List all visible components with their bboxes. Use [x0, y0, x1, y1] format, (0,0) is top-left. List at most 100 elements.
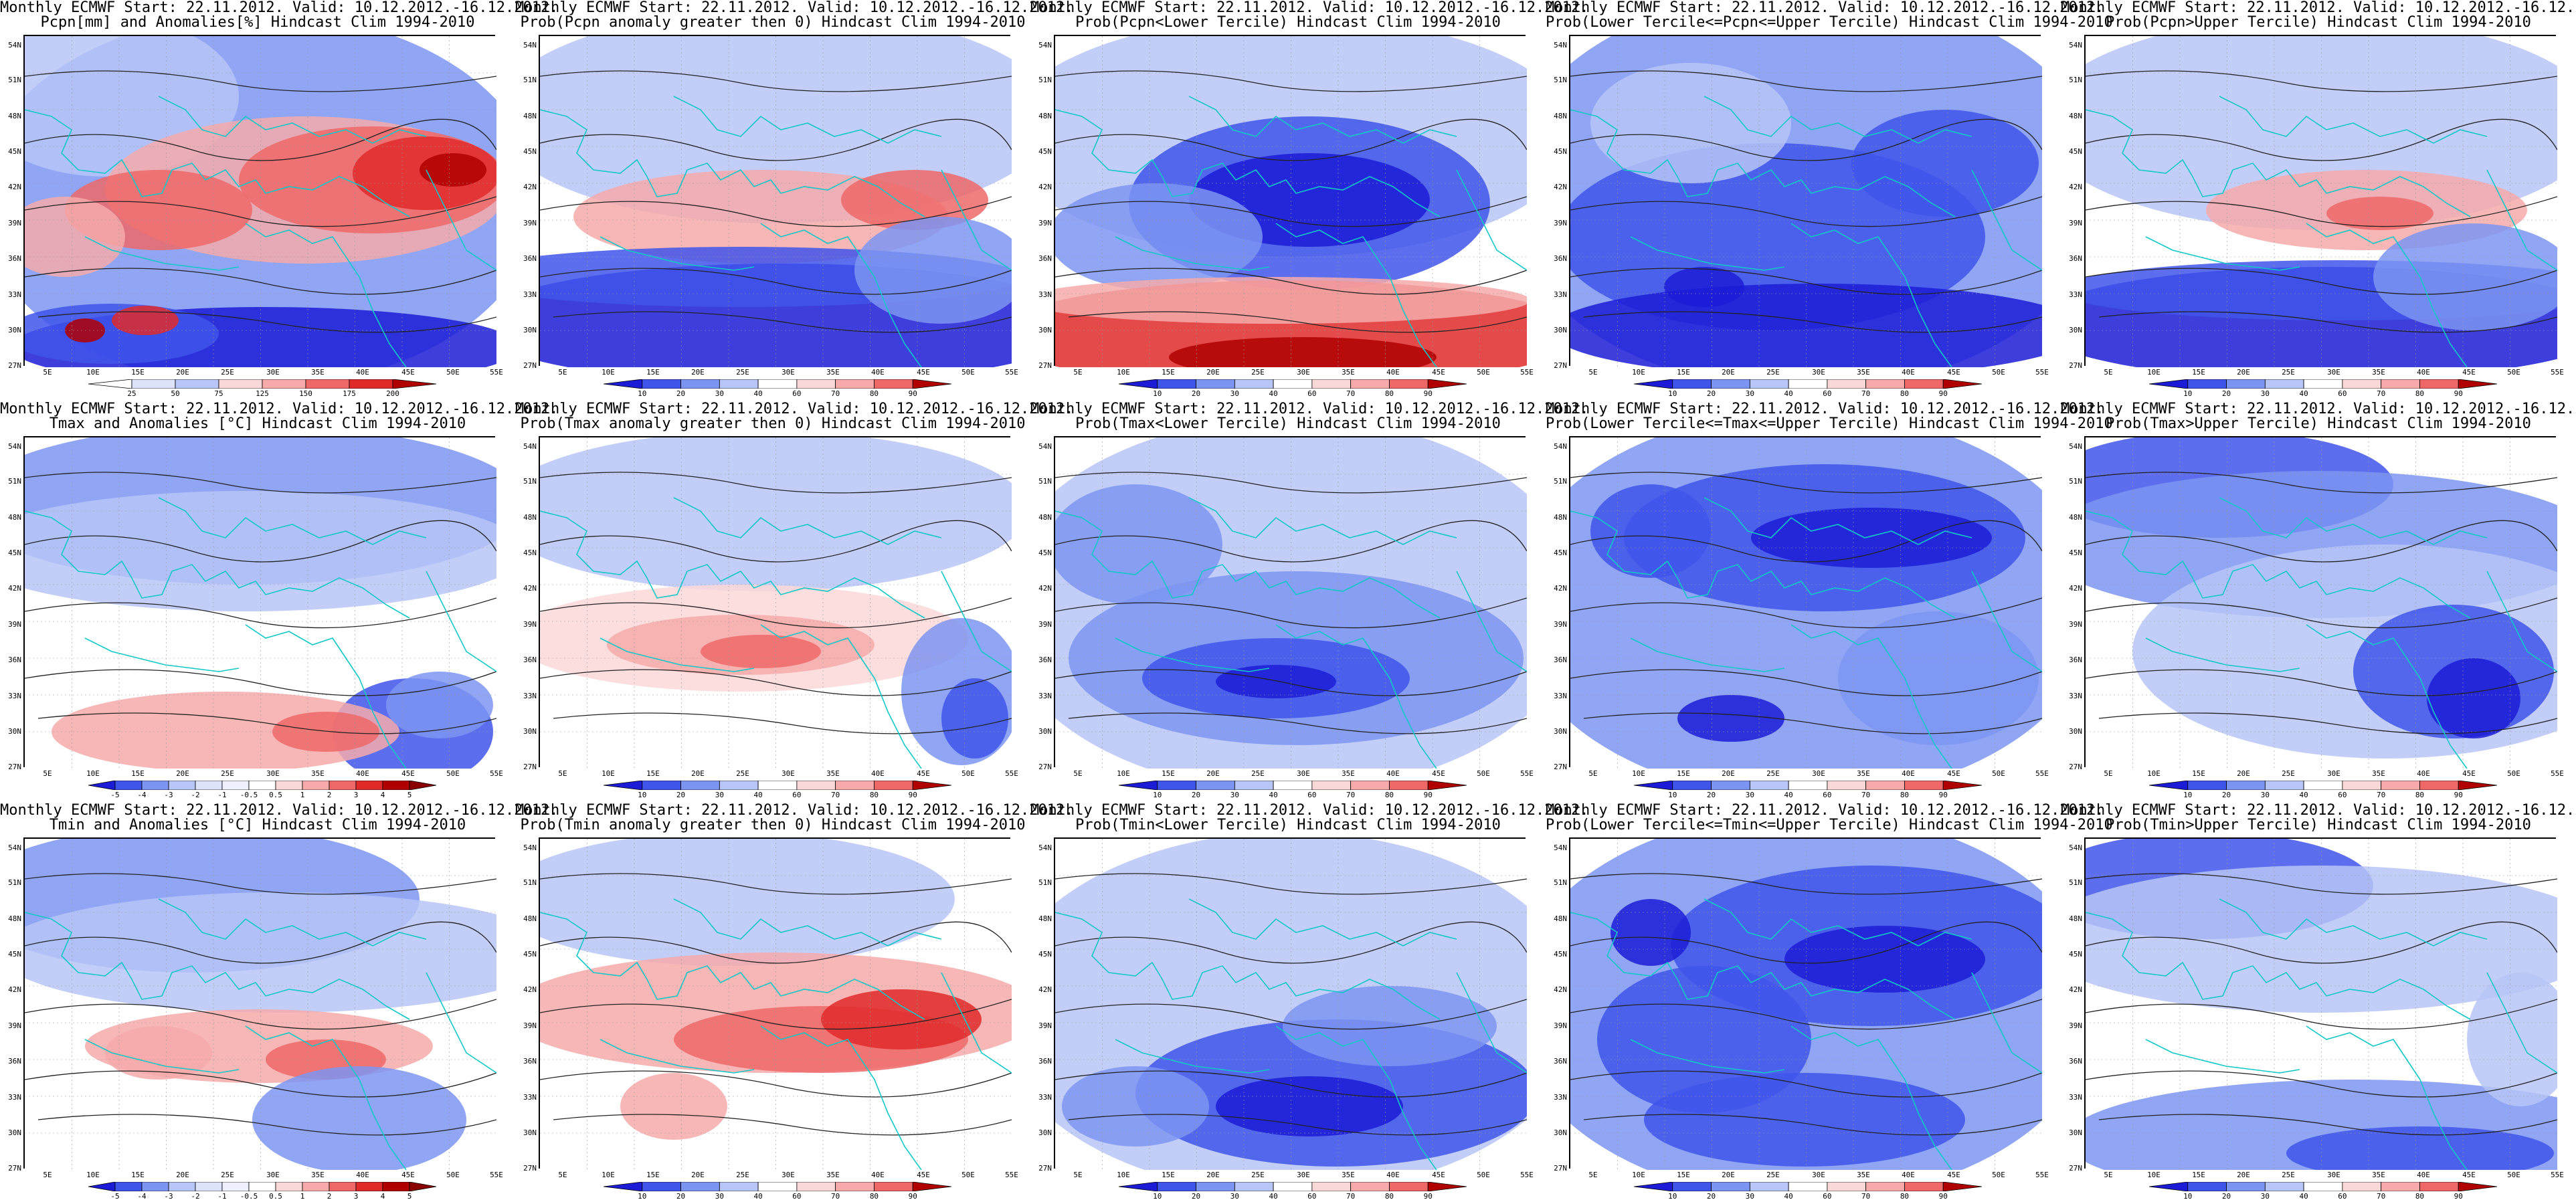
lon-label: 5E — [558, 769, 567, 778]
field-blob — [821, 989, 982, 1049]
map-area — [23, 35, 496, 367]
lat-label: 54N — [2069, 843, 2082, 852]
lat-label: 51N — [8, 76, 21, 84]
colorbar-swatch — [1672, 379, 1712, 389]
lon-label: 30E — [266, 769, 280, 778]
colorbar-swatch — [1157, 379, 1196, 389]
lat-label: 48N — [1554, 914, 1567, 923]
field-blob — [2286, 1126, 2554, 1170]
lon-label: 40E — [356, 769, 369, 778]
lon-label: 5E — [1588, 1171, 1598, 1179]
lat-label: 45N — [8, 548, 21, 557]
colorbar-swatch — [221, 781, 250, 790]
colorbar-tick: 40 — [1269, 389, 1278, 398]
lon-label: 10E — [1117, 1171, 1130, 1179]
lat-label: 39N — [8, 1021, 21, 1030]
lat-label: 39N — [8, 219, 21, 227]
colorbar-tick: 20 — [1191, 1192, 1201, 1201]
lat-label: 36N — [1554, 254, 1567, 263]
panel-title: Monthly ECMWF Start: 22.11.2012. Valid: … — [2061, 802, 2576, 819]
colorbar-tick: 90 — [1938, 389, 1948, 398]
lon-label: 25E — [2282, 1171, 2295, 1179]
lon-label: 10E — [2147, 1171, 2160, 1179]
colorbar-tick: 0.5 — [269, 791, 282, 799]
colorbar-swatch — [1711, 781, 1750, 790]
lat-label: 48N — [2069, 914, 2082, 923]
lat-label: 30N — [523, 1128, 537, 1137]
colorbar-tick: -1 — [217, 791, 227, 799]
lat-label: 54N — [1038, 843, 1052, 852]
lat-label: 39N — [523, 219, 537, 227]
colorbar-swatch — [1350, 379, 1390, 389]
colorbar-swatch — [2187, 1182, 2227, 1191]
colorbar-tick: 90 — [2454, 389, 2463, 398]
contour-lines — [2086, 70, 2557, 333]
colorbar-swatch — [2381, 1182, 2420, 1191]
map-area — [1054, 837, 1527, 1170]
field-blob — [841, 170, 988, 230]
colorbar-tick: 10 — [1153, 1192, 1162, 1201]
panel-tmin-anomaly: Monthly ECMWF Start: 22.11.2012. Valid: … — [0, 803, 558, 1204]
lon-label: 50E — [446, 368, 460, 377]
colorbar-tick: 40 — [2299, 791, 2308, 799]
lon-label: 15E — [1677, 1171, 1690, 1179]
colorbar-tick: 20 — [676, 1192, 686, 1201]
colorbar-swatch — [912, 781, 951, 790]
colorbar-swatch — [2264, 1182, 2304, 1191]
colorbar-tick: 60 — [2338, 791, 2347, 799]
colorbar-swatch — [1196, 1182, 1235, 1191]
colorbar-tick: 70 — [1861, 791, 1871, 799]
lat-label: 42N — [2069, 183, 2082, 191]
colorbar-swatch — [1749, 1182, 1789, 1191]
lon-label: 10E — [1632, 368, 1645, 377]
colorbar-swatch — [2264, 379, 2304, 389]
lat-label: 42N — [8, 584, 21, 593]
lat-label: 48N — [2069, 112, 2082, 120]
colorbar — [1634, 781, 1982, 790]
lat-label: 36N — [523, 1057, 537, 1066]
colorbar-tick: 80 — [1384, 791, 1394, 799]
field-blob — [2326, 197, 2433, 230]
panel-subtitle: Prob(Pcpn anomaly greater then 0) Hindca… — [520, 14, 1026, 31]
lat-label: 48N — [1038, 914, 1052, 923]
map-area — [1569, 837, 2042, 1170]
lon-label: 55E — [490, 1171, 503, 1179]
colorbar-tick: 80 — [1900, 389, 1910, 398]
colorbar-swatch — [1119, 1182, 1158, 1191]
colorbar-tick: 80 — [869, 1192, 879, 1201]
colorbar-tick: 70 — [831, 1192, 840, 1201]
colorbar — [2149, 781, 2497, 790]
colorbar-swatch — [1865, 781, 1905, 790]
shaded-field — [540, 36, 1012, 367]
field-blob — [854, 217, 1012, 324]
colorbar-tick: -3 — [164, 791, 173, 799]
colorbar — [1119, 1182, 1467, 1191]
lon-label: 20E — [2237, 769, 2250, 778]
lat-label: 30N — [1038, 727, 1052, 736]
map-area — [23, 837, 496, 1170]
lat-label: 36N — [523, 254, 537, 263]
panel-prob-tmax-anomaly-gt-0: Monthly ECMWF Start: 22.11.2012. Valid: … — [515, 401, 1073, 803]
colorbar-swatch — [1311, 379, 1352, 389]
lon-label: 40E — [871, 1171, 885, 1179]
colorbar-swatch — [1427, 1182, 1467, 1191]
lon-label: 30E — [781, 769, 795, 778]
lat-label: 30N — [523, 727, 537, 736]
lat-label: 33N — [1038, 1093, 1052, 1102]
lon-label: 50E — [446, 1171, 460, 1179]
colorbar-swatch — [1865, 379, 1905, 389]
colorbar-swatch — [1234, 1182, 1274, 1191]
colorbar-swatch — [2303, 781, 2343, 790]
lon-label: 40E — [356, 368, 369, 377]
colorbar-tick: 200 — [386, 389, 399, 398]
colorbar-tick: 30 — [1230, 791, 1239, 799]
lat-label: 27N — [1038, 763, 1052, 771]
panel-title: Monthly ECMWF Start: 22.11.2012. Valid: … — [1546, 401, 2104, 417]
lon-label: 5E — [43, 368, 52, 377]
contour-lines — [540, 472, 1012, 734]
panel-title: Monthly ECMWF Start: 22.11.2012. Valid: … — [1030, 802, 1589, 819]
coastlines — [25, 898, 496, 1170]
lon-label: 5E — [43, 1171, 52, 1179]
lon-label: 20E — [691, 368, 705, 377]
colorbar-tick: 30 — [2260, 1192, 2270, 1201]
